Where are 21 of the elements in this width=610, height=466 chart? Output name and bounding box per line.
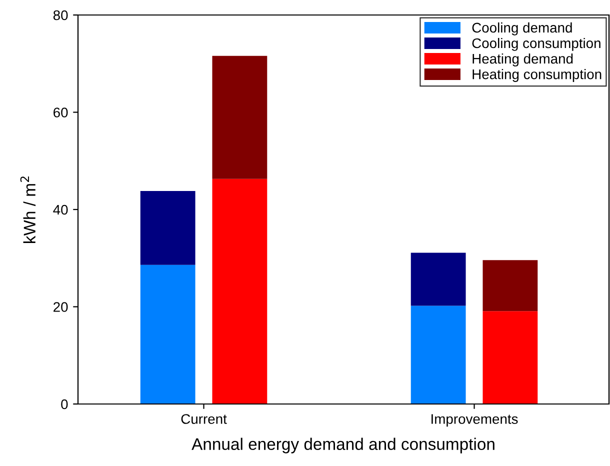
legend-label: Heating demand: [472, 53, 573, 66]
x-axis-title: Annual energy demand and consumption: [192, 438, 494, 454]
bar: [482, 260, 538, 312]
legend-label: Cooling consumption: [472, 38, 600, 51]
y-tick-label: 80: [53, 10, 68, 20]
bar: [140, 264, 196, 404]
y-tick-label: 20: [54, 302, 68, 312]
legend-label: Cooling demand: [472, 22, 572, 36]
bar: [212, 178, 268, 404]
text: Improvements: [432, 414, 518, 427]
bar: [212, 56, 268, 179]
y-tick-label: 0: [61, 399, 68, 410]
bar: [482, 311, 538, 404]
y-tick-label: 40: [53, 204, 68, 215]
text: Current: [181, 414, 227, 424]
y-axis-title: kWh / m$^{2}$: [20, 176, 36, 243]
y-tick-label: 60: [54, 108, 68, 118]
bar: [140, 191, 196, 265]
legend-label: Heating consumption: [472, 68, 602, 82]
bar: [410, 252, 466, 306]
bar: [410, 306, 466, 404]
